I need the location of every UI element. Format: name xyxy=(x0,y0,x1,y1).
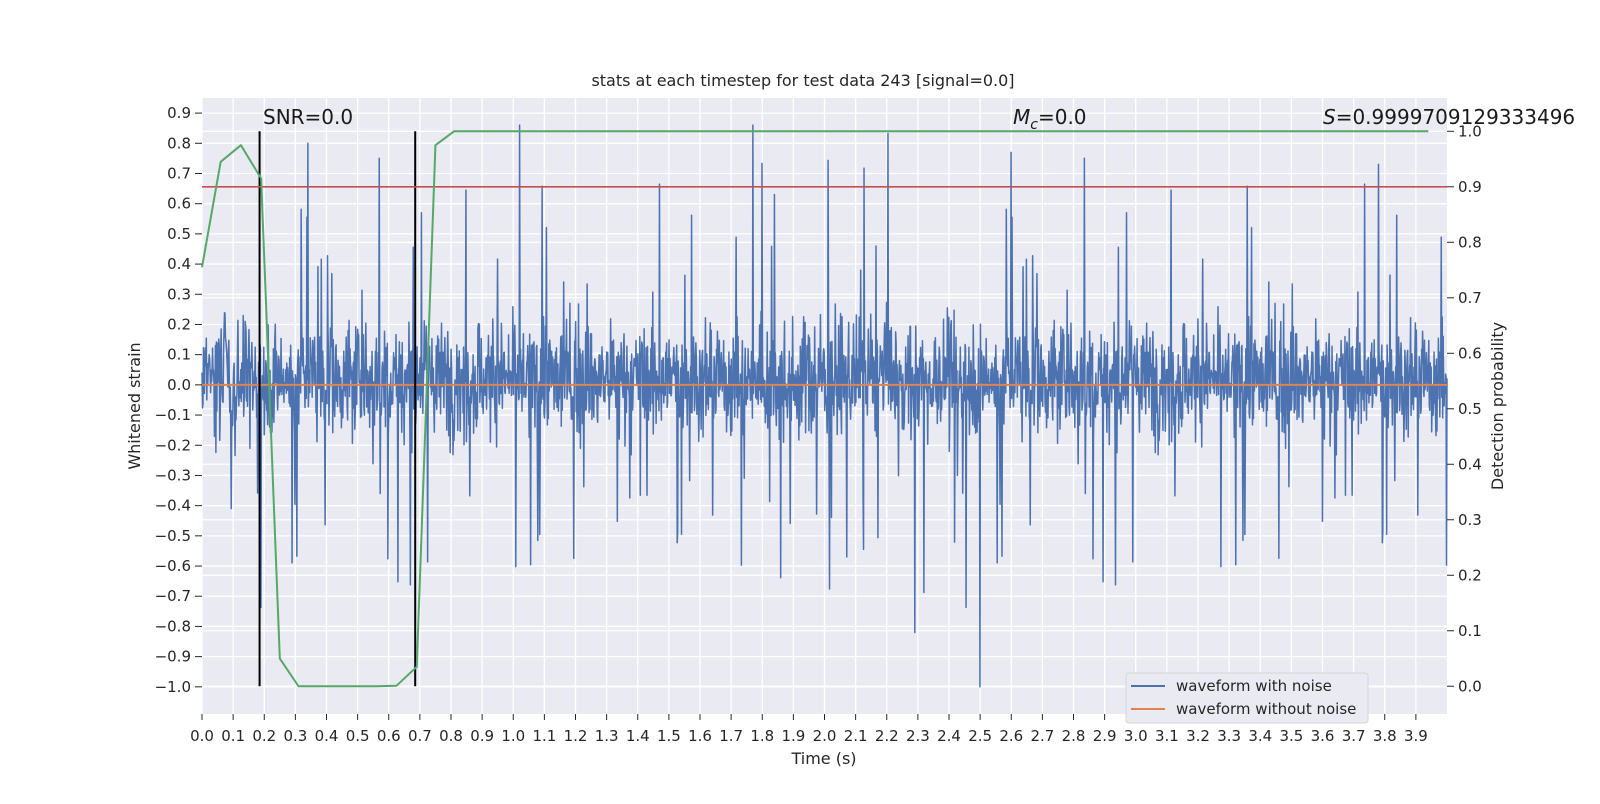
x-tick-label: 0.3 xyxy=(283,727,307,745)
chart-title: stats at each timestep for test data 243… xyxy=(591,71,1014,90)
x-tick-label: 0.7 xyxy=(408,727,432,745)
y-axis-label: Whitened strain xyxy=(125,342,144,469)
y-tick-label: 0.8 xyxy=(167,134,191,152)
x-tick-label: 3.3 xyxy=(1217,727,1241,745)
y2-tick-label: 0.4 xyxy=(1458,455,1482,473)
y2-tick-label: 0.5 xyxy=(1458,400,1482,418)
s-annotation: S=0.9999709129333496 xyxy=(1323,105,1575,129)
snr-annotation: SNR=0.0 xyxy=(263,105,353,129)
s-value: =0.9999709129333496 xyxy=(1336,105,1575,129)
y2-tick-label: 0.8 xyxy=(1458,233,1482,251)
y-tick-label: 0.3 xyxy=(167,285,191,303)
y-tick-label: −0.8 xyxy=(155,617,191,635)
y2-tick-label: 0.7 xyxy=(1458,289,1482,307)
legend-label-waveform-with-noise: waveform with noise xyxy=(1176,677,1332,695)
x-tick-label: 2.1 xyxy=(844,727,868,745)
legend-box xyxy=(1125,672,1369,724)
x-tick-label: 2.6 xyxy=(999,727,1023,745)
series-detection-probability xyxy=(201,130,1429,688)
y2-tick-label: 0.9 xyxy=(1458,178,1482,196)
x-tick-label: 3.8 xyxy=(1373,727,1397,745)
y2-tick-label: 0.2 xyxy=(1458,566,1482,584)
x-tick-label: 0.9 xyxy=(470,727,494,745)
mc-symbol: M xyxy=(1013,105,1030,129)
x-tick-label: 1.0 xyxy=(501,727,525,745)
x-tick-label: 1.4 xyxy=(626,727,650,745)
x-tick-label: 2.8 xyxy=(1062,727,1086,745)
detection-probability-line xyxy=(201,130,1429,688)
x-tick-label: 1.8 xyxy=(750,727,774,745)
y-tick-label: 0.9 xyxy=(167,104,191,122)
y-tick-label: −0.7 xyxy=(155,587,191,605)
y-tick-label: −0.9 xyxy=(155,648,191,666)
y-tick-label: −0.3 xyxy=(155,466,191,484)
x-tick-label: 3.2 xyxy=(1186,727,1210,745)
event-markers xyxy=(258,131,417,687)
x-tick-label: 2.3 xyxy=(906,727,930,745)
y-tick-label: 0.6 xyxy=(167,195,191,213)
y2-axis-ticks: 1.0 0.9 0.8 0.7 0.6 0.5 0.4 0.3 0.2 0.1 0.0 xyxy=(1447,122,1482,695)
waveform-with-noise-line xyxy=(201,124,1448,688)
y-tick-label: −0.1 xyxy=(155,406,191,424)
series-waveform-with-noise xyxy=(201,124,1448,688)
y-tick-label: −0.6 xyxy=(155,557,191,575)
x-tick-label: 1.6 xyxy=(688,727,712,745)
x-tick-label: 1.9 xyxy=(781,727,805,745)
x-tick-label: 0.5 xyxy=(346,727,370,745)
x-tick-label: 0.2 xyxy=(252,727,276,745)
x-tick-label: 1.1 xyxy=(532,727,556,745)
x-tick-label: 0.6 xyxy=(377,727,401,745)
x-tick-label: 3.5 xyxy=(1279,727,1303,745)
s-symbol: S xyxy=(1323,105,1336,129)
y-tick-label: 0.2 xyxy=(167,315,191,333)
x-tick-label: 2.9 xyxy=(1093,727,1117,745)
x-tick-label: 3.0 xyxy=(1124,727,1148,745)
y2-tick-label: 0.0 xyxy=(1458,677,1482,695)
y2-tick-label: 0.6 xyxy=(1458,344,1482,362)
y-tick-label: 0.4 xyxy=(167,255,191,273)
x-tick-label: 3.4 xyxy=(1248,727,1272,745)
x-axis-label: Time (s) xyxy=(790,749,856,768)
x-tick-label: 2.7 xyxy=(1030,727,1054,745)
x-tick-label: 0.4 xyxy=(315,727,339,745)
x-tick-label: 3.7 xyxy=(1342,727,1366,745)
x-tick-label: 3.9 xyxy=(1404,727,1428,745)
legend-label-waveform-without-noise: waveform without noise xyxy=(1176,700,1356,718)
x-tick-label: 1.5 xyxy=(657,727,681,745)
x-tick-label: 0.0 xyxy=(190,727,214,745)
mc-subscript: c xyxy=(1030,117,1038,133)
x-tick-label: 1.7 xyxy=(719,727,743,745)
mc-annotation: Mc=0.0 xyxy=(1013,105,1087,133)
x-tick-label: 2.5 xyxy=(968,727,992,745)
x-tick-label: 1.2 xyxy=(564,727,588,745)
x-tick-label: 2.4 xyxy=(937,727,961,745)
x-tick-label: 3.1 xyxy=(1155,727,1179,745)
x-tick-label: 2.2 xyxy=(875,727,899,745)
x-tick-label: 0.8 xyxy=(439,727,463,745)
y2-tick-label: 0.3 xyxy=(1458,511,1482,529)
x-tick-label: 2.0 xyxy=(813,727,837,745)
y-tick-label: −0.4 xyxy=(155,497,191,515)
y-tick-label: 0.7 xyxy=(167,164,191,182)
y2-tick-label: 1.0 xyxy=(1458,122,1482,140)
y2-axis-label: Detection probability xyxy=(1488,322,1507,490)
y-tick-label: −0.5 xyxy=(155,527,191,545)
x-axis-ticks: 0.0 0.1 0.2 0.3 0.4 0.5 0.6 0.7 0.8 0.9 1.0 1.1 1.2 1… xyxy=(190,714,1428,745)
y-tick-label: −1.0 xyxy=(155,678,191,696)
x-tick-label: 0.1 xyxy=(221,727,245,745)
y-tick-label: 0.0 xyxy=(167,376,191,394)
legend: waveform with noise waveform without noi… xyxy=(1125,672,1369,724)
mc-value: =0.0 xyxy=(1038,105,1087,129)
y2-tick-label: 0.1 xyxy=(1458,622,1482,640)
x-tick-label: 3.6 xyxy=(1311,727,1335,745)
y-axis-ticks: 0.9 0.8 0.7 0.6 0.5 0.4 0.3 0.2 0.1 0.0 −0.1 −0.2 −0… xyxy=(155,104,202,696)
y-tick-label: −0.2 xyxy=(155,436,191,454)
y-tick-label: 0.5 xyxy=(167,225,191,243)
y-tick-label: 0.1 xyxy=(167,346,191,364)
x-tick-label: 1.3 xyxy=(595,727,619,745)
